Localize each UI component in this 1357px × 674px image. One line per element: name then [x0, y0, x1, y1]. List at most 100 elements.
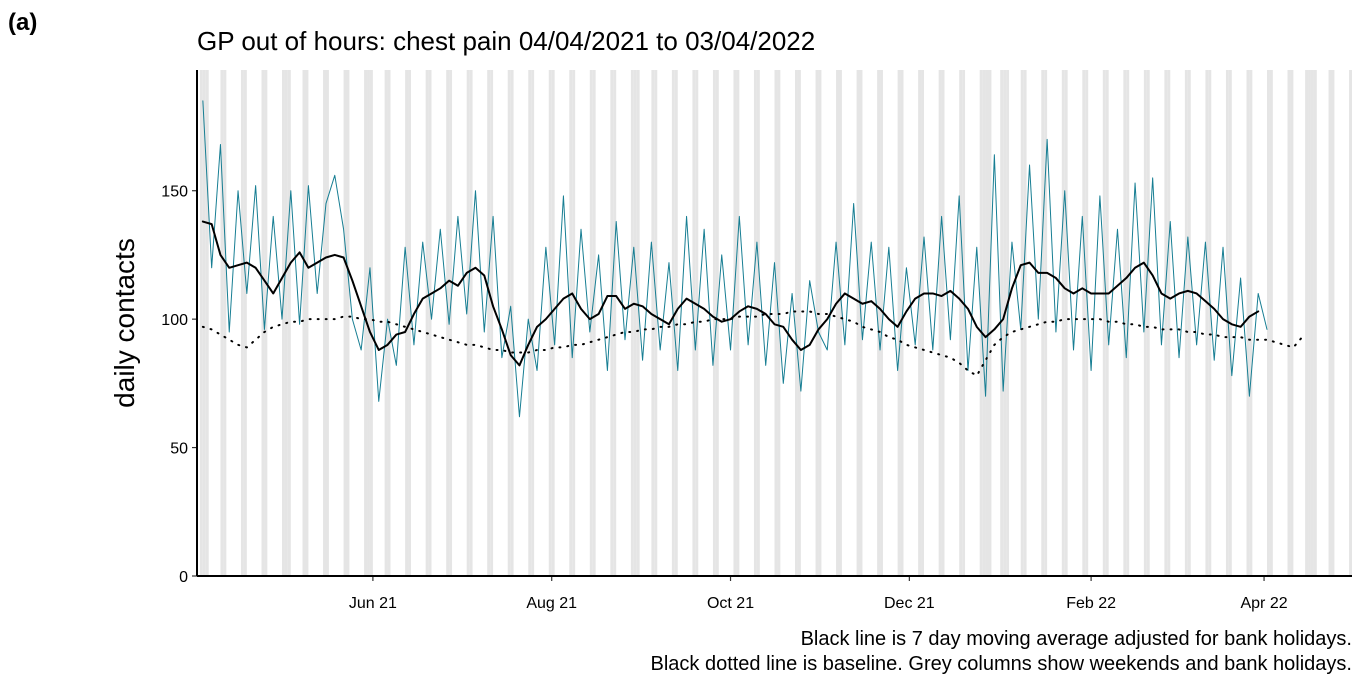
- weekend-column: [240, 70, 244, 576]
- weekend-column: [572, 70, 576, 576]
- weekend-column: [428, 70, 432, 576]
- weekend-column: [654, 70, 658, 576]
- weekend-column: [223, 70, 227, 576]
- weekend-column: [856, 70, 860, 576]
- weekend-column: [346, 70, 350, 576]
- x-tick-label: Oct 21: [707, 595, 754, 612]
- weekend-column: [1290, 70, 1294, 576]
- x-tick-label: Apr 22: [1240, 595, 1287, 612]
- weekend-column: [548, 70, 552, 576]
- weekend-column: [261, 70, 265, 576]
- weekend-column: [1085, 70, 1089, 576]
- weekend-column: [325, 70, 329, 576]
- weekend-column: [1000, 70, 1004, 576]
- weekend-column: [633, 70, 637, 576]
- footnote: Black dotted line is baseline. Grey colu…: [650, 653, 1352, 674]
- panel-label: (a): [8, 9, 37, 36]
- weekend-column: [202, 70, 206, 576]
- weekend-column: [1249, 70, 1253, 576]
- y-tick-label: 100: [161, 312, 188, 329]
- weekend-column: [1208, 70, 1212, 576]
- weekend-column: [1310, 70, 1314, 576]
- weekend-column: [753, 70, 757, 576]
- weekend-column: [838, 70, 842, 576]
- weekend-column: [1143, 70, 1147, 576]
- weekend-column: [797, 70, 801, 576]
- weekend-column: [1023, 70, 1027, 576]
- weekend-column: [962, 70, 966, 576]
- weekend-column: [1308, 70, 1311, 576]
- weekend-column: [1328, 70, 1332, 576]
- weekend-column: [613, 70, 617, 576]
- weekend-column: [736, 70, 740, 576]
- weekend-column: [836, 70, 839, 576]
- weekend-column: [1331, 70, 1335, 576]
- weekend-column: [1061, 70, 1065, 576]
- bank-holiday-column: [985, 70, 989, 576]
- weekend-column: [1287, 70, 1291, 576]
- weekend-column: [877, 70, 881, 576]
- weekend-column: [1164, 70, 1168, 576]
- weekend-column: [220, 70, 224, 576]
- bank-holiday-column: [1313, 70, 1317, 576]
- y-tick-label: 0: [179, 569, 188, 586]
- weekend-column: [1266, 70, 1270, 576]
- bank-holiday-column: [1305, 70, 1309, 576]
- weekend-column: [651, 70, 655, 576]
- weekend-column: [715, 70, 719, 576]
- weekend-column: [733, 70, 737, 576]
- weekend-column: [938, 70, 942, 576]
- plot-area: 0 50 100 150 Jun 21 Aug 21 Oct 21 Dec 21 Feb 22 A…: [161, 70, 1352, 612]
- weekend-column: [343, 70, 347, 576]
- weekend-column: [264, 70, 268, 576]
- weekend-column: [531, 70, 535, 576]
- footnote: Black line is 7 day moving average adjus…: [801, 628, 1352, 650]
- y-tick-label: 50: [170, 441, 188, 458]
- weekend-column: [243, 70, 247, 576]
- weekend-column: [941, 70, 945, 576]
- weekend-column: [1041, 70, 1045, 576]
- x-tick-label: Jun 21: [349, 595, 397, 612]
- weekend-column: [405, 70, 409, 576]
- weekend-column: [507, 70, 511, 576]
- bank-holiday-column: [205, 70, 209, 576]
- weekend-column: [1225, 70, 1229, 576]
- weekend-column: [1020, 70, 1024, 576]
- chart-title: GP out of hours: chest pain 04/04/2021 t…: [197, 26, 815, 56]
- weekend-column: [1187, 70, 1191, 576]
- weekend-column: [305, 70, 309, 576]
- weekend-column: [1082, 70, 1086, 576]
- weekend-column: [712, 70, 716, 576]
- weekend-column: [449, 70, 453, 576]
- weekend-column: [364, 70, 368, 576]
- weekend-column: [592, 70, 596, 576]
- weekend-column: [818, 70, 822, 576]
- weekend-column: [1003, 70, 1007, 576]
- weekend-column: [469, 70, 473, 576]
- weekend-column: [1064, 70, 1068, 576]
- weekend-column: [466, 70, 470, 576]
- weekend-column: [674, 70, 678, 576]
- weekend-column: [774, 70, 778, 576]
- weekend-column: [671, 70, 675, 576]
- weekend-column: [959, 70, 963, 576]
- weekend-column: [795, 70, 798, 576]
- weekend-column: [630, 70, 634, 576]
- weekend-column: [1102, 70, 1106, 576]
- weekend-column: [487, 70, 491, 576]
- weekend-column: [367, 70, 370, 576]
- bank-holiday-column: [988, 70, 992, 576]
- weekend-column: [1146, 70, 1150, 576]
- bank-holiday-column: [636, 70, 640, 576]
- weekend-column: [282, 70, 285, 576]
- x-tick-label: Feb 22: [1066, 595, 1116, 612]
- weekend-column: [446, 70, 450, 576]
- x-tick-label: Aug 21: [526, 595, 577, 612]
- weekend-column: [756, 70, 760, 576]
- weekend-column: [610, 70, 614, 576]
- weekend-column: [1349, 70, 1352, 576]
- series-line: [202, 100, 1268, 418]
- weekend-column: [1205, 70, 1209, 576]
- weekend-column: [302, 70, 306, 576]
- weekend-column: [921, 70, 925, 576]
